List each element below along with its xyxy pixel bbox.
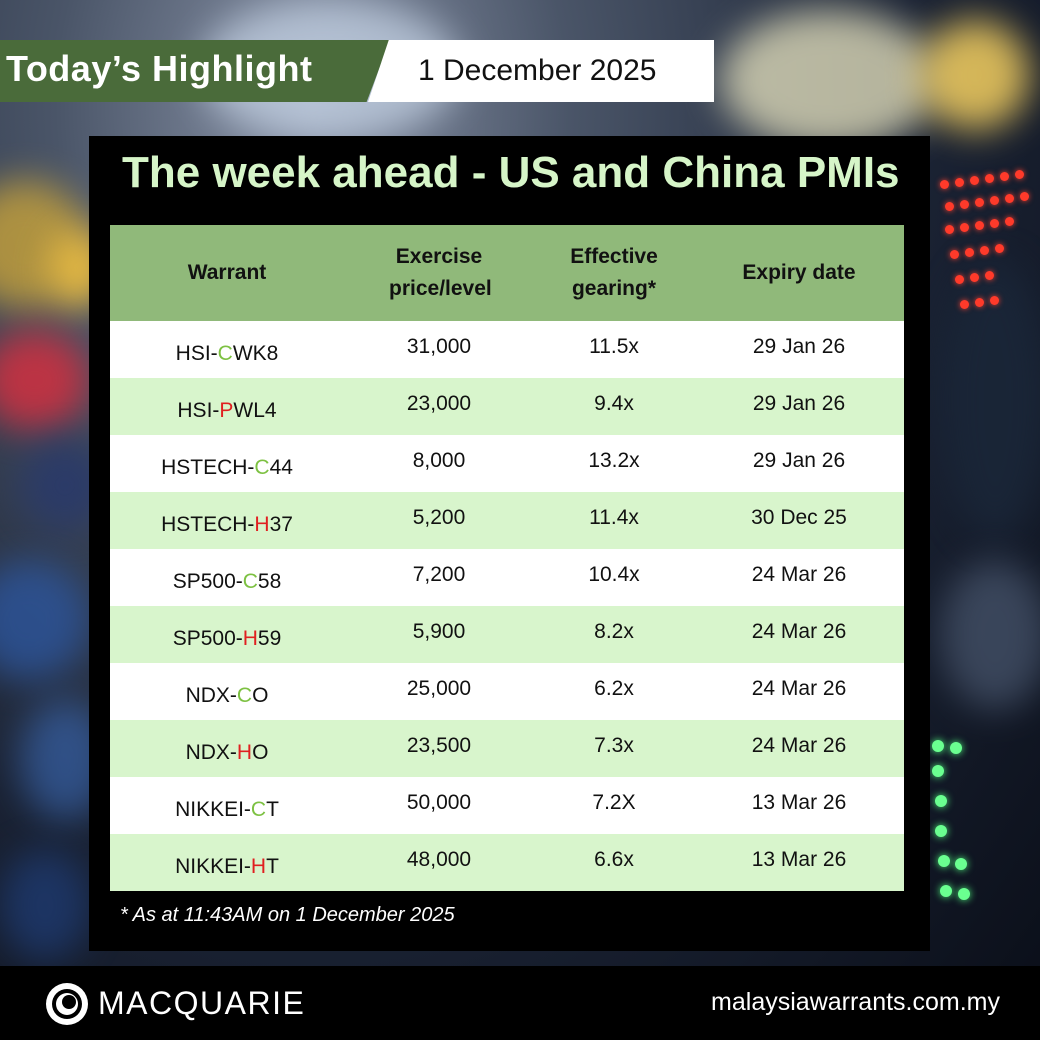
warrant-type-letter: H [250, 854, 267, 878]
expiry-date: 24 Mar 26 [751, 733, 847, 757]
warrant-type-letter: P [219, 398, 234, 422]
exercise-price: 25,000 [406, 676, 472, 700]
exercise-price: 48,000 [406, 847, 472, 871]
warrant-prefix: HSI- [175, 341, 218, 365]
effective-gearing: 8.2x [594, 619, 634, 643]
exercise-price: 23,500 [406, 733, 472, 757]
highlight-date: 1 December 2025 [418, 54, 657, 87]
timestamp-note: * As at 11:43AM on 1 December 2025 [120, 904, 455, 926]
warrant-suffix: O [252, 740, 269, 764]
warrant-suffix: 58 [257, 569, 282, 593]
warrant-type-letter: C [236, 683, 253, 707]
header-warrant: Warrant [187, 261, 267, 284]
warrant-suffix: 37 [269, 512, 293, 536]
effective-gearing: 7.3x [594, 733, 634, 757]
warrant-suffix: WK8 [232, 341, 279, 365]
effective-gearing: 11.5x [589, 334, 639, 358]
expiry-date: 29 Jan 26 [752, 334, 846, 358]
table-row: NIKKEI-HT 48,000 6.6x 13 Mar 26 [110, 834, 904, 891]
effective-gearing: 13.2x [588, 448, 640, 472]
expiry-date: 24 Mar 26 [751, 562, 847, 586]
table-row: HSI-PWL4 23,000 9.4x 29 Jan 26 [110, 378, 904, 435]
table-row: SP500-H59 5,900 8.2x 24 Mar 26 [110, 606, 904, 663]
warrant-type-letter: H [254, 512, 270, 536]
expiry-date: 30 Dec 25 [751, 505, 847, 529]
warrant-type-letter: H [242, 626, 258, 650]
warrant-prefix: NDX- [185, 683, 237, 707]
warrant-type-letter: C [250, 797, 267, 821]
table-row: NDX-CO 25,000 6.2x 24 Mar 26 [110, 663, 904, 720]
effective-gearing: 6.2x [594, 676, 634, 700]
warrant-prefix: HSTECH- [161, 512, 255, 536]
warrant-suffix: WL4 [233, 398, 277, 422]
panel-title: The week ahead - US and China PMIs [122, 148, 900, 197]
table-row: SP500-C58 7,200 10.4x 24 Mar 26 [110, 549, 904, 606]
exercise-price: 8,000 [412, 448, 466, 472]
warrant-type-letter: C [242, 569, 258, 593]
warrant-prefix: SP500- [172, 569, 243, 593]
macquarie-logo-icon [46, 983, 88, 1025]
exercise-price: 7,200 [412, 562, 466, 586]
warrant-name: SP500-C58 [110, 562, 344, 594]
warrant-table: Warrant Exercise price/level Effective g… [110, 225, 904, 891]
date-banner [368, 40, 714, 102]
warrant-suffix: 44 [269, 455, 293, 479]
warrant-prefix: HSI- [177, 398, 220, 422]
warrant-name: HSTECH-C44 [110, 448, 344, 480]
table-row: NIKKEI-CT 50,000 7.2X 13 Mar 26 [110, 777, 904, 834]
warrant-prefix: SP500- [172, 626, 243, 650]
effective-gearing: 6.6x [594, 847, 634, 871]
warrant-suffix: O [252, 683, 269, 707]
exercise-price: 50,000 [406, 790, 472, 814]
brand-name: MACQUARIE [98, 985, 306, 1021]
table-row: NDX-HO 23,500 7.3x 24 Mar 26 [110, 720, 904, 777]
expiry-date: 29 Jan 26 [752, 448, 846, 472]
header-gearing: Effective gearing* [570, 245, 658, 300]
warrant-name: NDX-HO [110, 733, 344, 765]
effective-gearing: 9.4x [594, 391, 634, 415]
warrant-suffix: 59 [257, 626, 282, 650]
footer-bar [0, 966, 1040, 1040]
warrant-name: HSI-CWK8 [110, 334, 344, 366]
effective-gearing: 10.4x [588, 562, 640, 586]
highlight-title: Today’s Highlight [6, 48, 313, 89]
warrant-prefix: HSTECH- [161, 455, 255, 479]
warrant-name: HSTECH-H37 [110, 505, 344, 537]
warrant-suffix: T [266, 854, 279, 878]
table-row: HSI-CWK8 31,000 11.5x 29 Jan 26 [110, 321, 904, 378]
expiry-date: 24 Mar 26 [751, 619, 847, 643]
effective-gearing: 7.2X [592, 790, 636, 814]
exercise-price: 31,000 [406, 334, 472, 358]
warrant-name: NDX-CO [110, 676, 344, 708]
expiry-date: 29 Jan 26 [752, 391, 846, 415]
highlight-banner [0, 40, 390, 102]
table-row: HSTECH-C44 8,000 13.2x 29 Jan 26 [110, 435, 904, 492]
warrant-type-letter: H [236, 740, 253, 764]
expiry-date: 13 Mar 26 [751, 847, 847, 871]
effective-gearing: 11.4x [589, 505, 639, 529]
warrant-type-letter: C [254, 455, 270, 479]
table-body: HSI-CWK8 31,000 11.5x 29 Jan 26 HSI-PWL4 23,0… [110, 321, 904, 891]
warrant-name: NIKKEI-CT [110, 790, 344, 822]
exercise-price: 5,200 [412, 505, 466, 529]
warrant-prefix: NIKKEI- [175, 854, 251, 878]
website-link[interactable]: malaysiawarrants.com.my [711, 988, 1000, 1016]
header-exercise: Exercise price/level [389, 245, 492, 300]
header-expiry: Expiry date [742, 261, 856, 284]
warrant-suffix: T [266, 797, 279, 821]
warrant-prefix: NIKKEI- [175, 797, 251, 821]
exercise-price: 23,000 [406, 391, 472, 415]
warrant-name: SP500-H59 [110, 619, 344, 651]
warrant-name: NIKKEI-HT [110, 847, 344, 879]
warrant-type-letter: C [217, 341, 233, 365]
table-row: HSTECH-H37 5,200 11.4x 30 Dec 25 [110, 492, 904, 549]
expiry-date: 24 Mar 26 [751, 676, 847, 700]
exercise-price: 5,900 [412, 619, 466, 643]
warrant-name: HSI-PWL4 [110, 391, 344, 423]
table-header: Warrant Exercise price/level Effective g… [110, 225, 904, 321]
warrant-prefix: NDX- [185, 740, 237, 764]
expiry-date: 13 Mar 26 [751, 790, 847, 814]
